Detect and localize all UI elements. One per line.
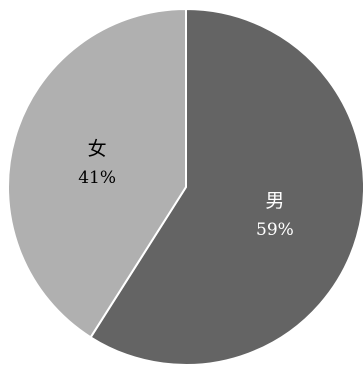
pie-labels: 男 59% 女 41% [78, 138, 294, 240]
pie-slice-1 [7, 8, 187, 339]
slice-percent-label: 59% [256, 220, 294, 240]
slice-percent-label: 41% [78, 168, 116, 188]
pie-slices [7, 8, 363, 366]
slice-category-label: 男 [265, 190, 284, 212]
slice-category-label: 女 [88, 138, 107, 160]
pie-slice-0 [89, 8, 363, 366]
